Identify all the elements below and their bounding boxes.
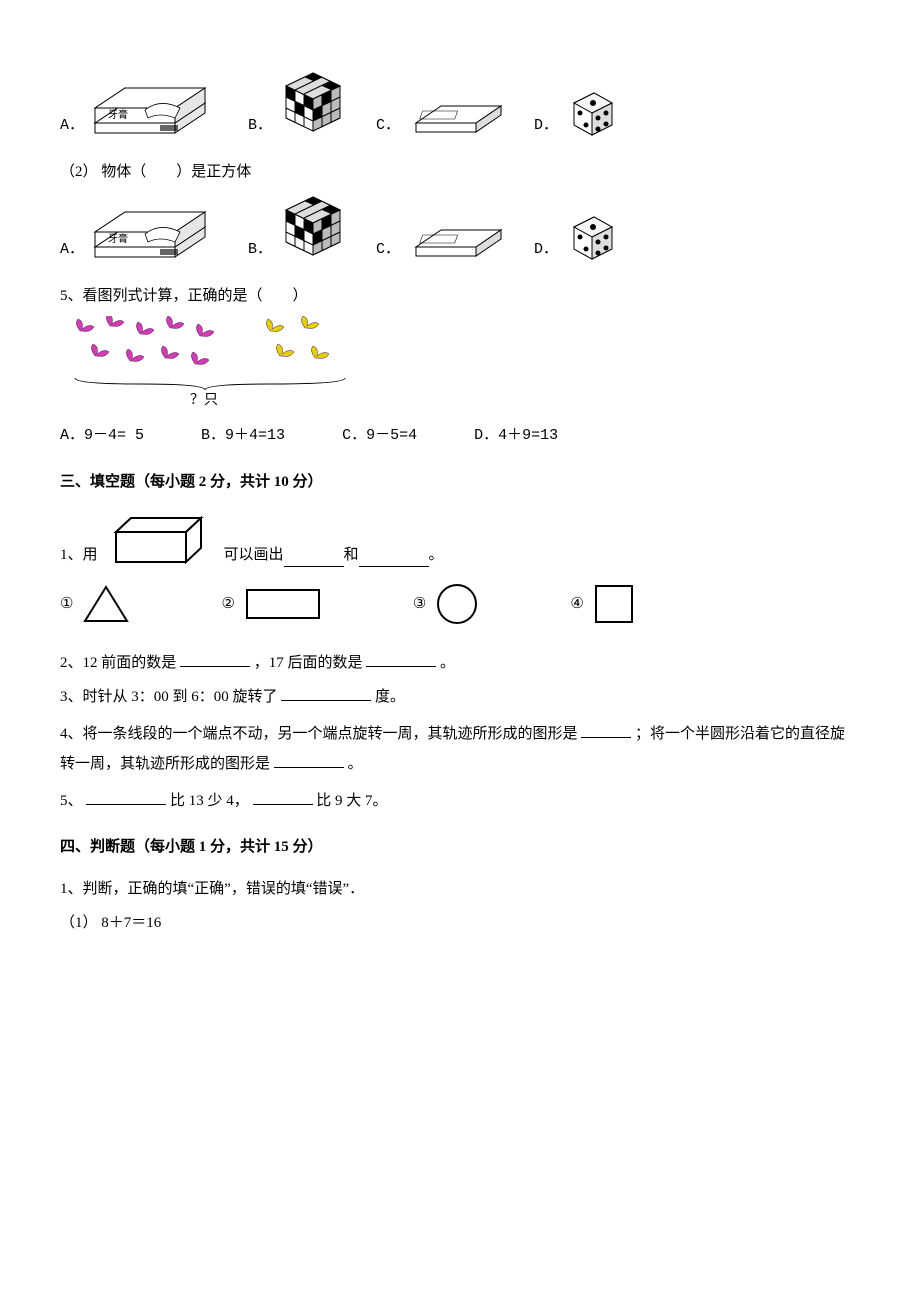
q4-part2-text: （2） 物体（ ）是正方体 xyxy=(60,160,860,184)
text: ，17 后面的数是 xyxy=(254,655,363,671)
text: 度。 xyxy=(375,689,405,705)
toothpaste-box-icon: 牙膏 xyxy=(90,192,220,262)
s3-q5: 5、 比 13 少 4， 比 9 大 7。 xyxy=(60,789,860,813)
option-label-b: B． xyxy=(248,238,272,262)
rubiks-cube-icon xyxy=(278,68,348,138)
option-label-b: B． xyxy=(248,114,272,138)
text: 比 9 大 7。 xyxy=(316,793,387,809)
q5-text: 5、看图列式计算，正确的是（ ） xyxy=(60,284,860,308)
svg-text:？只: ？只 xyxy=(190,393,218,406)
option-c: C． xyxy=(376,212,506,262)
dice-icon xyxy=(564,83,619,138)
s3-q1: 1、用 可以画出 和 。 xyxy=(60,512,860,567)
shape-label-4: ④ xyxy=(570,592,583,616)
q5-optC: C．9－5=4 xyxy=(342,427,417,444)
blank[interactable] xyxy=(253,789,313,805)
blank[interactable] xyxy=(274,752,344,768)
toothpaste-box-icon: 牙膏 xyxy=(90,68,220,138)
s3-q3: 3、时针从 3：00 到 6：00 旋转了 度。 xyxy=(60,685,860,709)
square-icon xyxy=(592,582,636,626)
q5-optA: A．9－4= 5 xyxy=(60,427,144,444)
s3-q1-mid: 可以画出 xyxy=(224,543,284,567)
option-label-d: D． xyxy=(534,114,558,138)
option-a: A． 牙膏 xyxy=(60,68,220,138)
text: 比 13 少 4， xyxy=(170,793,249,809)
blank[interactable] xyxy=(284,551,344,567)
option-label-d: D． xyxy=(534,238,558,262)
flat-box-icon xyxy=(406,88,506,138)
blank[interactable] xyxy=(180,651,250,667)
q5-optB: B．9＋4=13 xyxy=(201,427,285,444)
shape-3: ③ xyxy=(413,581,480,627)
option-c: C． xyxy=(376,88,506,138)
toothpaste-text: 牙膏 xyxy=(108,108,128,121)
cuboid-icon xyxy=(106,512,216,567)
q5-optD: D．4＋9=13 xyxy=(474,427,558,444)
option-label-a: A． xyxy=(60,114,84,138)
s3-q2: 2、12 前面的数是 ，17 后面的数是 。 xyxy=(60,651,860,675)
svg-text:牙膏: 牙膏 xyxy=(108,232,128,245)
shape-1: ① xyxy=(60,583,131,625)
text: 3、时针从 3：00 到 6：00 旋转了 xyxy=(60,689,278,705)
shape-label-1: ① xyxy=(60,592,73,616)
section3-heading: 三、填空题（每小题 2 分，共计 10 分） xyxy=(60,470,860,494)
option-d: D． xyxy=(534,83,619,138)
text: 。 xyxy=(440,655,455,671)
option-b: B． xyxy=(248,68,348,138)
s4-q1-1: （1） 8＋7＝16 xyxy=(60,911,860,935)
q4-part2-options: A． 牙膏 B． xyxy=(60,192,860,262)
blank[interactable] xyxy=(366,651,436,667)
s3-q1-end: 。 xyxy=(429,543,444,567)
butterfly-figure: ？只 xyxy=(60,316,860,406)
q4-part1-options: A． 牙膏 B． xyxy=(60,68,860,138)
text: 5、 xyxy=(60,793,86,809)
shape-label-2: ② xyxy=(221,592,234,616)
s3-q1-shapes: ① ② ③ ④ xyxy=(60,581,860,627)
text: 。 xyxy=(348,756,363,772)
dice-icon xyxy=(564,207,619,262)
blank[interactable] xyxy=(581,722,631,738)
shape-label-3: ③ xyxy=(413,592,426,616)
rubiks-cube-icon xyxy=(278,192,348,262)
q5-options: A．9－4= 5 B．9＋4=13 C．9－5=4 D．4＋9=13 xyxy=(60,424,860,448)
flat-box-icon xyxy=(406,212,506,262)
shape-2: ② xyxy=(221,584,322,624)
s3-q4: 4、将一条线段的一个端点不动，另一个端点旋转一周，其轨迹所形成的图形是 ；将一个… xyxy=(60,719,860,779)
text: 2、12 前面的数是 xyxy=(60,655,176,671)
blank[interactable] xyxy=(281,685,371,701)
blank[interactable] xyxy=(359,551,429,567)
option-a: A． 牙膏 xyxy=(60,192,220,262)
option-label-a: A． xyxy=(60,238,84,262)
s3-q1-and: 和 xyxy=(344,543,359,567)
option-label-c: C． xyxy=(376,114,400,138)
s3-q1-prefix: 1、用 xyxy=(60,543,98,567)
triangle-icon xyxy=(81,583,131,625)
shape-4: ④ xyxy=(570,582,635,626)
s4-q1-text: 1、判断，正确的填“正确”，错误的填“错误”． xyxy=(60,877,860,901)
option-label-c: C． xyxy=(376,238,400,262)
option-b: B． xyxy=(248,192,348,262)
text: 4、将一条线段的一个端点不动，另一个端点旋转一周，其轨迹所形成的图形是 xyxy=(60,726,578,742)
option-d: D． xyxy=(534,207,619,262)
section4-heading: 四、判断题（每小题 1 分，共计 15 分） xyxy=(60,835,860,859)
circle-icon xyxy=(434,581,480,627)
blank[interactable] xyxy=(86,789,166,805)
rectangle-icon xyxy=(243,584,323,624)
